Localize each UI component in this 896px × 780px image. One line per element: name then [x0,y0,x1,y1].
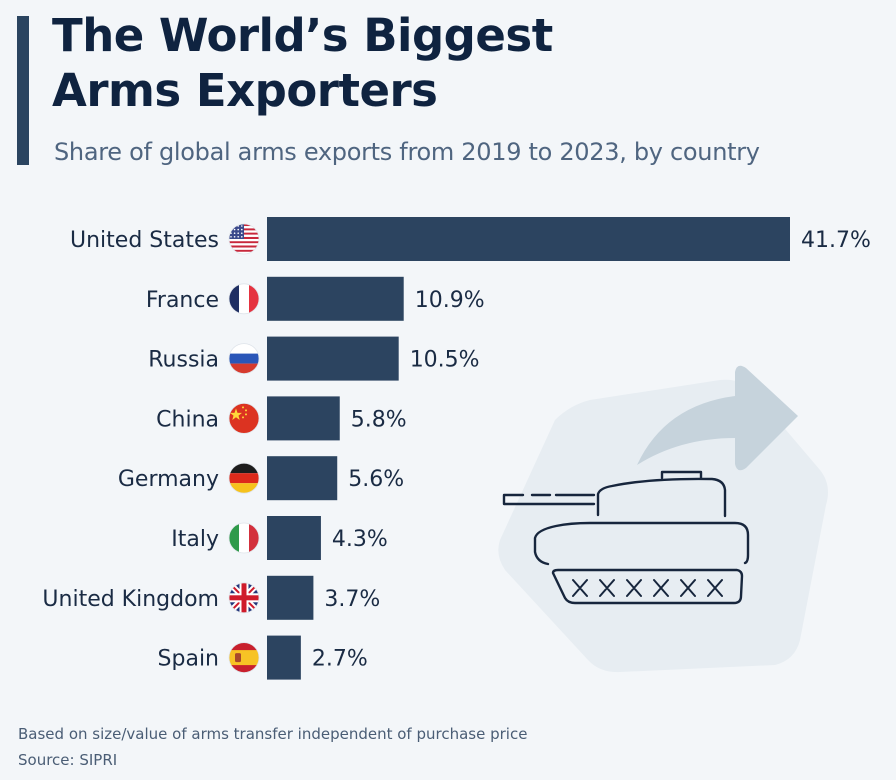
tank-track-marks [572,579,723,597]
chart-title: The World’s Biggest Arms Exporters [52,8,553,118]
value-label: 10.9% [415,288,485,313]
tank-icon [502,470,750,605]
flag-fr-icon [228,283,260,315]
bar-row: Russia 10.5% [148,336,480,381]
bar [267,217,790,261]
flag-us-icon [228,223,260,255]
category-label: Spain [158,647,219,672]
value-label: 3.7% [324,587,380,612]
value-label: 4.3% [332,527,388,552]
bar [267,396,340,441]
title-accent-bar [17,16,29,165]
flag-es-icon [228,642,260,673]
category-label: United States [70,228,219,253]
bar-chart: United States 41.7% France 10.9% Russia 10.5%… [42,217,871,680]
title-line-1: The World’s Biggest [52,9,553,62]
value-label: 5.8% [351,407,407,432]
bar-row: United States 41.7% [70,217,871,261]
category-label: Italy [171,527,219,552]
flag-ru-icon [228,343,260,375]
value-label: 5.6% [348,467,404,492]
category-label: United Kingdom [42,587,219,612]
bar [267,336,399,381]
bar [267,635,301,680]
category-label: France [146,288,219,313]
bar [267,456,338,501]
bar-row: Germany 5.6% [118,456,404,501]
bar [267,276,404,321]
footnote: Based on size/value of arms transfer ind… [18,721,527,773]
methodology-note: Based on size/value of arms transfer ind… [18,725,528,743]
bar [267,575,314,620]
bar-row: Spain 2.7% [158,635,368,680]
bar-row: United Kingdom 3.7% [42,575,380,620]
tank-export-illustration [498,365,828,673]
category-label: Germany [118,467,219,492]
flag-de-icon [228,462,260,494]
title-line-2: Arms Exporters [52,64,438,117]
bar [267,516,321,560]
bar-row: China 5.8% [156,396,407,441]
bars: United States 41.7% France 10.9% Russia 10.5%… [42,217,871,680]
chart-subtitle: Share of global arms exports from 2019 t… [54,138,760,166]
export-arrow-icon [637,365,798,471]
flag-cn-icon [228,402,260,434]
value-label: 10.5% [410,348,480,373]
value-label: 41.7% [801,228,871,253]
value-label: 2.7% [312,647,368,672]
flag-gb-icon [228,582,260,614]
bar-row: Italy 4.3% [171,516,388,560]
bar-row: France 10.9% [146,276,485,321]
category-label: Russia [148,348,219,373]
source-note: Source: SIPRI [18,751,118,769]
category-label: China [156,407,219,432]
flag-it-icon [228,522,260,554]
